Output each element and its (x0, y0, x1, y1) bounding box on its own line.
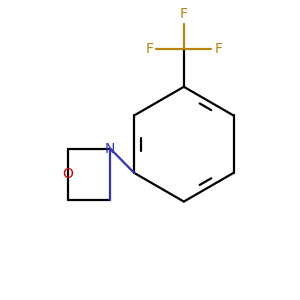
Text: F: F (214, 41, 222, 56)
Text: F: F (180, 7, 188, 21)
Text: N: N (105, 142, 116, 156)
Text: F: F (146, 41, 153, 56)
Text: O: O (62, 167, 73, 182)
